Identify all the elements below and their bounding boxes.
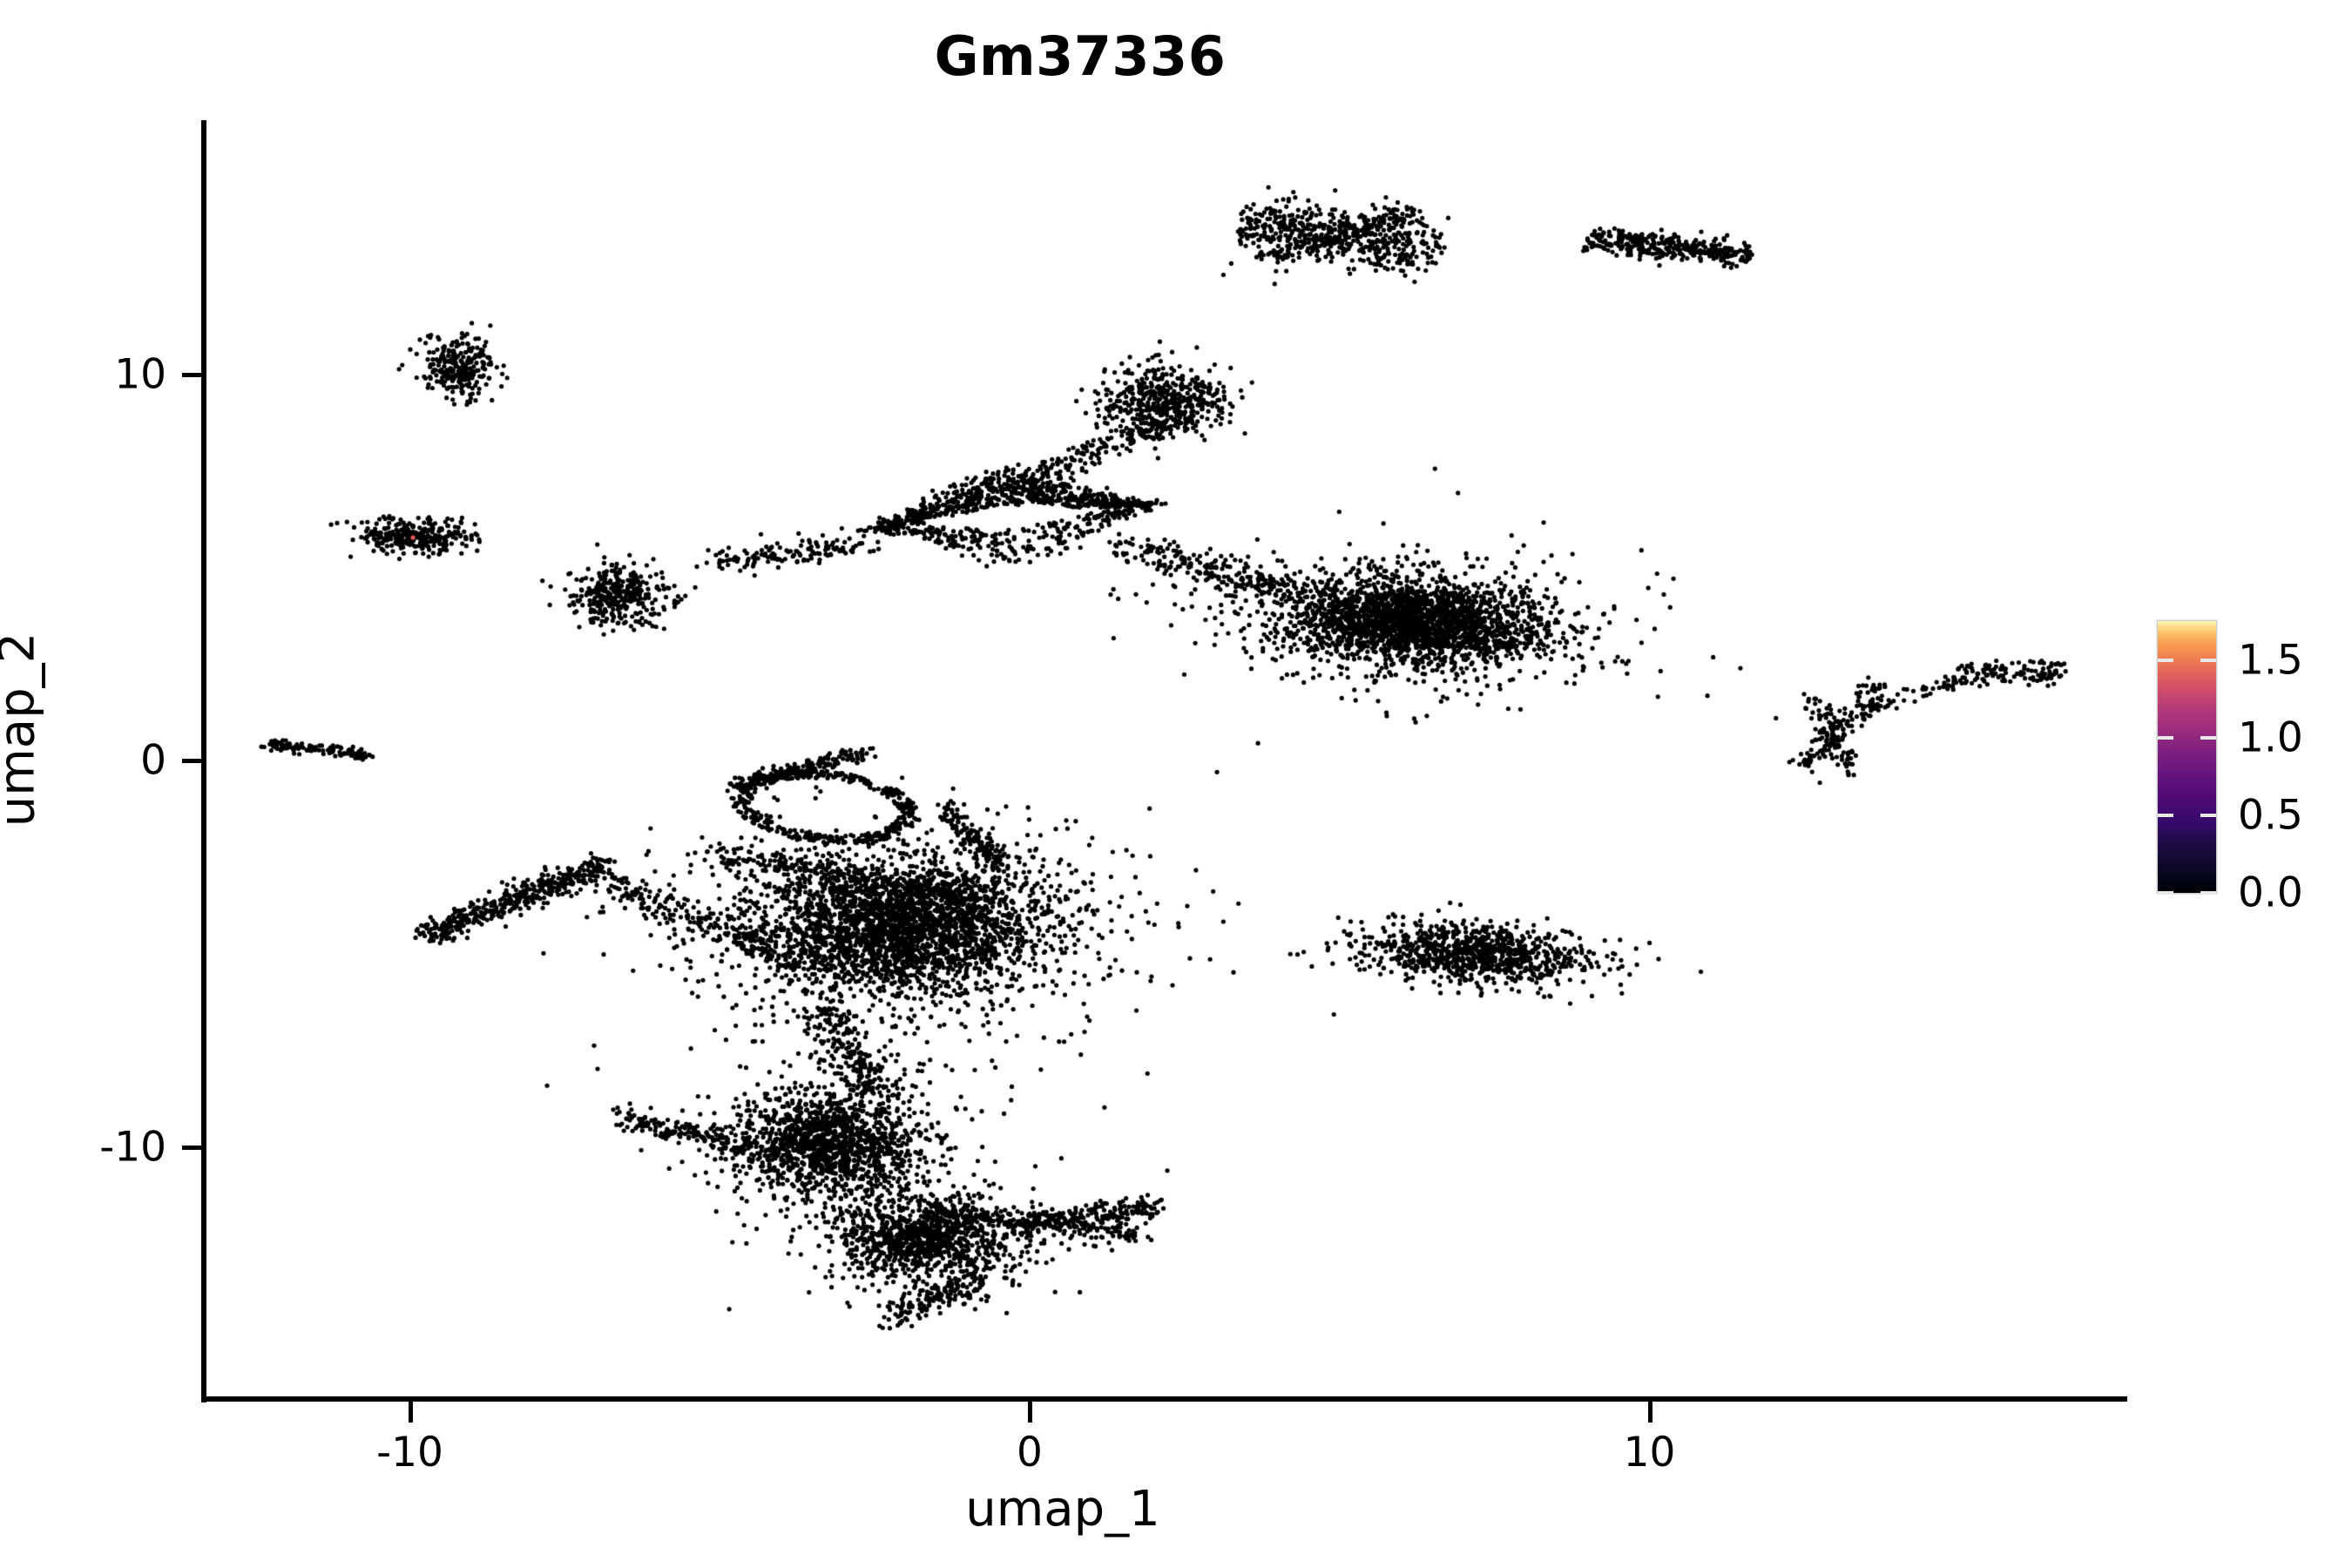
colorbar-tick-label: 0.0 bbox=[2238, 868, 2303, 917]
x-tick-mark bbox=[1028, 1402, 1032, 1423]
colorbar-tick-mark bbox=[2158, 891, 2173, 895]
x-tick-label: 10 bbox=[1623, 1429, 1676, 1477]
y-tick-label: -10 bbox=[99, 1123, 166, 1171]
colorbar-gradient bbox=[2158, 621, 2216, 895]
colorbar-tick-mark bbox=[2158, 813, 2173, 817]
colorbar-tick-mark bbox=[2158, 658, 2173, 662]
colorbar-tick-mark bbox=[2200, 658, 2216, 662]
colorbar-tick-label: 1.5 bbox=[2238, 636, 2303, 685]
x-tick-mark bbox=[408, 1402, 413, 1423]
y-tick-label: 0 bbox=[140, 736, 166, 785]
plot-area bbox=[201, 122, 2126, 1399]
y-tick-mark bbox=[182, 1145, 203, 1150]
colorbar-tick-mark bbox=[2200, 735, 2216, 740]
x-tick-label: -10 bbox=[376, 1429, 443, 1477]
colorbar-tick-mark bbox=[2200, 813, 2216, 817]
page-title: Gm37336 bbox=[934, 24, 1227, 88]
y-axis-spine bbox=[201, 120, 206, 1402]
colorbar: 1.5 1.0 0.5 0.0 bbox=[2158, 621, 2303, 917]
x-tick-label: 0 bbox=[1017, 1429, 1043, 1477]
x-axis-label: umap_1 bbox=[965, 1481, 1160, 1538]
y-tick-label: 10 bbox=[114, 350, 166, 398]
y-tick-mark bbox=[182, 759, 203, 763]
colorbar-tick-mark bbox=[2158, 735, 2173, 740]
colorbar-tick-mark bbox=[2200, 891, 2216, 895]
x-tick-mark bbox=[1647, 1402, 1652, 1423]
x-axis-spine bbox=[201, 1396, 2127, 1402]
scatter-points-layer bbox=[201, 122, 2126, 1399]
y-tick-mark bbox=[182, 372, 203, 377]
y-axis-label: umap_2 bbox=[0, 632, 46, 828]
colorbar-tick-label: 1.0 bbox=[2238, 713, 2303, 762]
colorbar-tick-label: 0.5 bbox=[2238, 791, 2303, 840]
